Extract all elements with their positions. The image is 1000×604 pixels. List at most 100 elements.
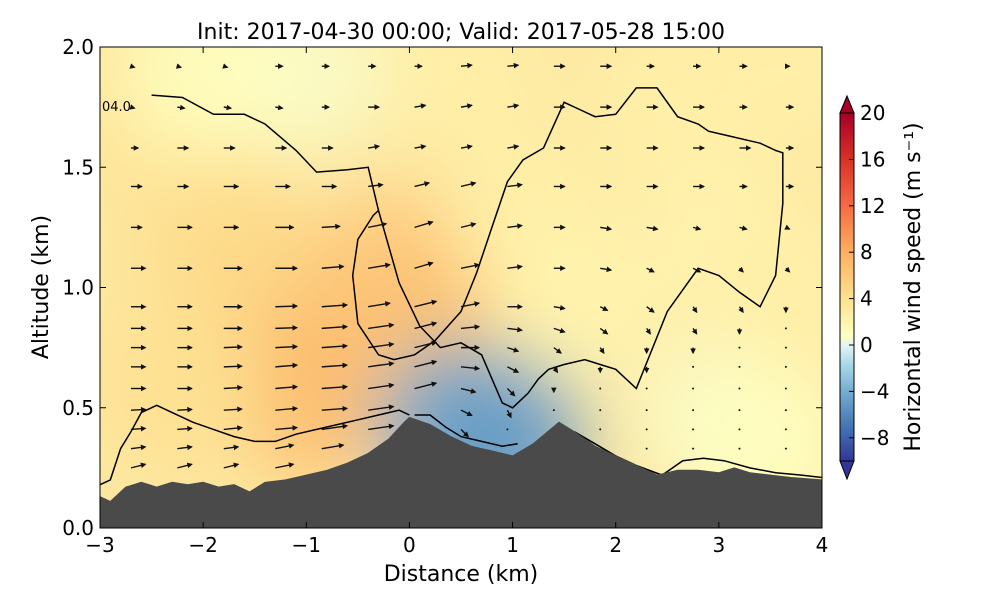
wind-vector [223, 406, 243, 413]
wind-vector [460, 103, 473, 109]
wind-vector [553, 347, 562, 354]
wind-vector [368, 182, 384, 189]
x-tick-label: 4 [816, 533, 829, 557]
wind-speed-patch [582, 47, 753, 181]
colorbar-tick-label: 8 [860, 240, 873, 264]
wind-vector [691, 327, 698, 335]
wind-vector [692, 267, 702, 273]
plot-area: 04.0 [99, 46, 823, 529]
contour-line [100, 404, 410, 486]
colorbar-tick-label: 12 [860, 194, 885, 218]
colorbar-tick-label: −8 [860, 426, 889, 450]
wind-vector [784, 365, 787, 368]
colorbar-label: Horizontal wind speed (m s⁻¹) [901, 122, 926, 451]
wind-vector [460, 387, 477, 394]
wind-vector [222, 63, 229, 69]
wind-vector [321, 443, 345, 450]
wind-vector [646, 306, 655, 313]
wind-vector [275, 462, 295, 469]
wind-speed-patch [489, 226, 660, 397]
wind-vector [175, 63, 183, 69]
wind-vector [645, 447, 648, 450]
wind-vector [599, 409, 602, 412]
wind-vector [414, 359, 438, 368]
wind-vector [507, 223, 523, 229]
wind-vector [414, 261, 434, 269]
wind-vector [738, 447, 741, 450]
wind-vector [552, 409, 555, 412]
wind-speed-patch [100, 298, 268, 469]
wind-vector [507, 62, 520, 69]
wind-vector [177, 425, 193, 432]
wind-vector [321, 405, 349, 412]
contour-label: 04.0 [102, 100, 131, 115]
wind-vector [784, 224, 791, 230]
wind-vector [645, 327, 651, 335]
wind-vector [130, 406, 147, 413]
wind-vector [460, 181, 477, 188]
wind-vector [275, 405, 299, 412]
wind-vector [599, 305, 609, 311]
wind-vector [321, 264, 345, 270]
wind-vector [321, 423, 349, 431]
wind-vector [321, 324, 349, 330]
wind-vector [599, 327, 609, 335]
wind-vector [738, 409, 741, 412]
wind-vector [784, 428, 787, 431]
wind-vector [692, 387, 695, 390]
wind-vector [368, 144, 381, 150]
wind-vector [275, 443, 295, 450]
wind-vector [275, 362, 299, 369]
wind-vector [600, 266, 613, 273]
y-tick-label: 0.0 [62, 516, 94, 540]
wind-vector [129, 104, 136, 110]
wind-vector [321, 384, 349, 390]
wind-vector [368, 301, 391, 308]
wind-vector [507, 346, 520, 353]
wind-vector [692, 428, 695, 431]
wind-vector [275, 325, 299, 331]
y-axis-label: Altitude (km) [29, 215, 54, 359]
colorbar-tick-label: 4 [860, 287, 873, 311]
wind-vector [599, 387, 602, 390]
wind-vector [177, 444, 193, 451]
wind-vector [691, 306, 698, 314]
contour-line [151, 87, 784, 409]
wind-vector [507, 264, 523, 270]
wind-vector [553, 305, 566, 311]
wind-vector [223, 344, 243, 350]
wind-vector [784, 266, 791, 273]
wind-vector [177, 462, 193, 469]
wind-vector [368, 221, 388, 229]
wind-vector [275, 425, 299, 431]
wind-vector [368, 262, 391, 269]
wind-vector [460, 365, 481, 372]
wind-vector [784, 409, 787, 412]
wind-vector [507, 144, 520, 150]
y-axis: 0.0 0.5 1.0 1.5 2.0 [62, 35, 822, 540]
wind-vector [275, 303, 299, 309]
wind-vector [738, 306, 744, 314]
wind-vector [321, 343, 349, 349]
wind-vector [414, 340, 438, 349]
colorbar-extend-top [839, 94, 855, 114]
y-tick-label: 0.5 [62, 396, 94, 420]
wind-vector [460, 62, 473, 69]
wind-vector [460, 144, 473, 150]
wind-speed-patch [376, 47, 546, 157]
wind-vector [646, 267, 655, 273]
wind-vector [460, 428, 469, 438]
y-tick-label: 1.0 [62, 276, 94, 300]
colorbar-tick-label: 16 [860, 147, 885, 171]
wind-vector [275, 384, 299, 390]
wind-vector [784, 447, 787, 450]
wind-vector [645, 428, 648, 431]
wind-vector [130, 425, 147, 432]
wind-vector [414, 381, 438, 390]
wind-vector [507, 366, 520, 373]
wind-vector [553, 327, 566, 334]
wind-vector [460, 222, 477, 229]
colorbar: −8 −4 0 4 8 12 16 20 Horizontal wind speed (m s… [839, 94, 926, 481]
wind-vector [275, 343, 299, 350]
wind-vector [223, 425, 243, 431]
